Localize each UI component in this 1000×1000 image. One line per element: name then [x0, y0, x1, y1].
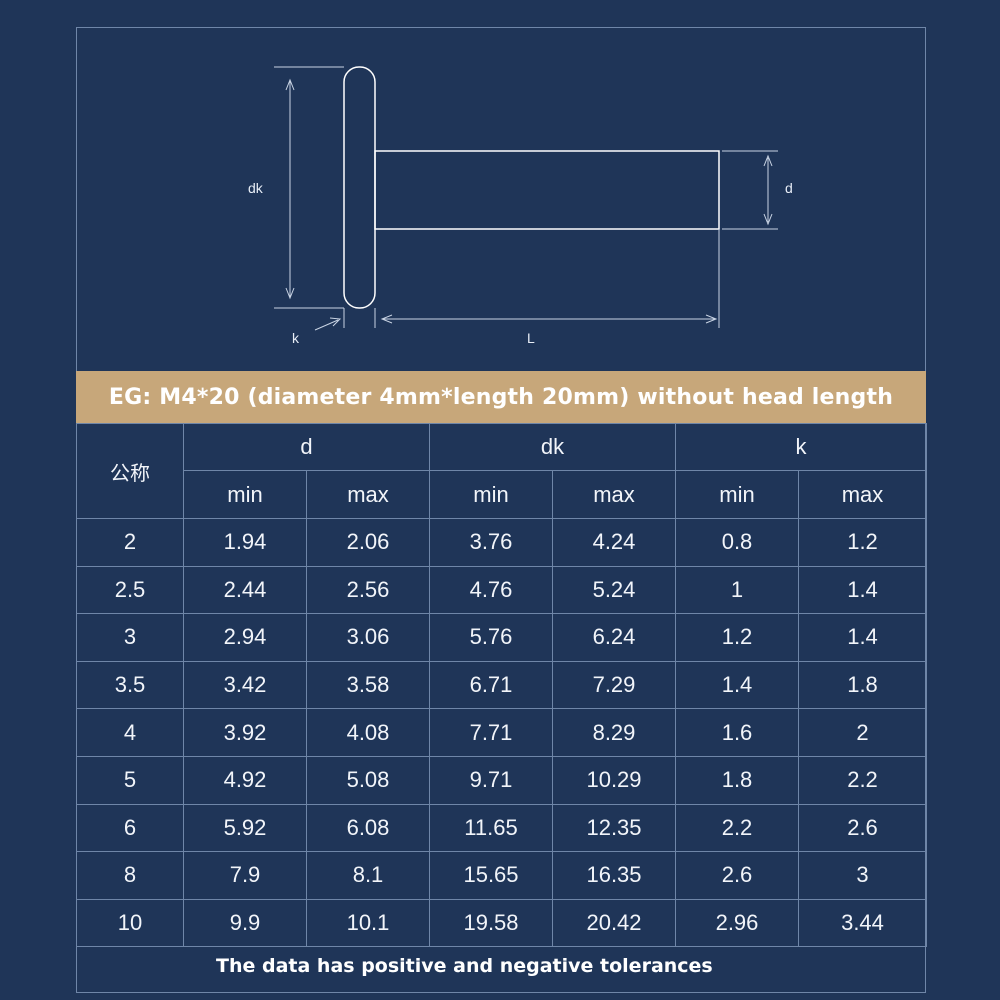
d-label: d [785, 180, 793, 196]
value-cell: 3.76 [429, 518, 553, 567]
table-row: 2 1.94 2.06 3.76 4.24 0.8 1.2 [76, 518, 927, 567]
nominal-cell: 3 [76, 613, 184, 662]
value-cell: 19.58 [429, 898, 553, 948]
value-cell: 3.58 [306, 660, 430, 710]
value-cell: 2.2 [675, 803, 799, 853]
group-header-dk: dk [429, 423, 676, 471]
table-row: 3 2.94 3.06 5.76 6.24 1.2 1.4 [76, 613, 927, 662]
value-cell: 8.29 [552, 708, 676, 757]
value-cell: 1 [675, 565, 799, 615]
nominal-cell: 6 [76, 803, 184, 853]
rivet-diagram: dk d k L [248, 66, 793, 346]
value-cell: 9.9 [183, 898, 307, 948]
sub-header: min [675, 470, 799, 519]
value-cell: 1.8 [798, 660, 927, 710]
value-cell: 12.35 [552, 803, 676, 853]
value-cell: 7.29 [552, 660, 676, 710]
sub-header: min [429, 470, 553, 519]
table-row: 3.5 3.42 3.58 6.71 7.29 1.4 1.8 [76, 660, 927, 710]
value-cell: 2.44 [183, 565, 307, 615]
value-cell: 3.92 [183, 708, 307, 757]
nominal-cell: 3.5 [76, 660, 184, 710]
value-cell: 5.76 [429, 613, 553, 662]
group-header-d: d [183, 423, 430, 471]
k-label: k [292, 330, 300, 346]
value-cell: 2.6 [675, 851, 799, 900]
value-cell: 1.94 [183, 518, 307, 567]
value-cell: 6.08 [306, 803, 430, 853]
value-cell: 1.6 [675, 708, 799, 757]
spec-table: 公称 d dk k min max min max min max 2 1.94 2… [76, 423, 927, 948]
value-cell: 7.9 [183, 851, 307, 900]
value-cell: 16.35 [552, 851, 676, 900]
rivet-head [343, 66, 376, 309]
sub-header: max [798, 470, 927, 519]
value-cell: 10.1 [306, 898, 430, 948]
rivet-shank [374, 150, 720, 230]
value-cell: 5.08 [306, 755, 430, 805]
value-cell: 2 [798, 708, 927, 757]
value-cell: 1.4 [675, 660, 799, 710]
table-row: 5 4.92 5.08 9.71 10.29 1.8 2.2 [76, 755, 927, 805]
L-label: L [527, 330, 535, 346]
value-cell: 2.2 [798, 755, 927, 805]
table-row: 4 3.92 4.08 7.71 8.29 1.6 2 [76, 708, 927, 757]
value-cell: 4.24 [552, 518, 676, 567]
example-banner: EG: M4*20 (diameter 4mm*length 20mm) wit… [76, 371, 926, 423]
tolerance-note: The data has positive and negative toler… [216, 955, 713, 977]
value-cell: 3 [798, 851, 927, 900]
value-cell: 5.24 [552, 565, 676, 615]
nominal-cell: 5 [76, 755, 184, 805]
sub-header: max [552, 470, 676, 519]
value-cell: 1.4 [798, 565, 927, 615]
table-row: 10 9.9 10.1 19.58 20.42 2.96 3.44 [76, 898, 927, 948]
value-cell: 1.2 [675, 613, 799, 662]
value-cell: 8.1 [306, 851, 430, 900]
value-cell: 5.92 [183, 803, 307, 853]
value-cell: 9.71 [429, 755, 553, 805]
value-cell: 4.76 [429, 565, 553, 615]
nominal-cell: 4 [76, 708, 184, 757]
nominal-cell: 8 [76, 851, 184, 900]
nominal-cell: 2 [76, 518, 184, 567]
dk-label: dk [248, 180, 264, 196]
table-row: 6 5.92 6.08 11.65 12.35 2.2 2.6 [76, 803, 927, 853]
value-cell: 2.06 [306, 518, 430, 567]
value-cell: 3.06 [306, 613, 430, 662]
value-cell: 4.08 [306, 708, 430, 757]
group-header-k: k [675, 423, 927, 471]
nominal-cell: 2.5 [76, 565, 184, 615]
table-row: 8 7.9 8.1 15.65 16.35 2.6 3 [76, 851, 927, 900]
value-cell: 20.42 [552, 898, 676, 948]
value-cell: 6.24 [552, 613, 676, 662]
value-cell: 2.6 [798, 803, 927, 853]
value-cell: 6.71 [429, 660, 553, 710]
value-cell: 2.56 [306, 565, 430, 615]
value-cell: 11.65 [429, 803, 553, 853]
value-cell: 7.71 [429, 708, 553, 757]
value-cell: 3.44 [798, 898, 927, 948]
sub-header: max [306, 470, 430, 519]
value-cell: 1.4 [798, 613, 927, 662]
nominal-header: 公称 [76, 423, 184, 519]
value-cell: 10.29 [552, 755, 676, 805]
value-cell: 2.94 [183, 613, 307, 662]
value-cell: 4.92 [183, 755, 307, 805]
value-cell: 1.8 [675, 755, 799, 805]
sub-header: min [183, 470, 307, 519]
value-cell: 2.96 [675, 898, 799, 948]
value-cell: 3.42 [183, 660, 307, 710]
value-cell: 1.2 [798, 518, 927, 567]
value-cell: 15.65 [429, 851, 553, 900]
table-row: 2.5 2.44 2.56 4.76 5.24 1 1.4 [76, 565, 927, 615]
value-cell: 0.8 [675, 518, 799, 567]
nominal-cell: 10 [76, 898, 184, 948]
